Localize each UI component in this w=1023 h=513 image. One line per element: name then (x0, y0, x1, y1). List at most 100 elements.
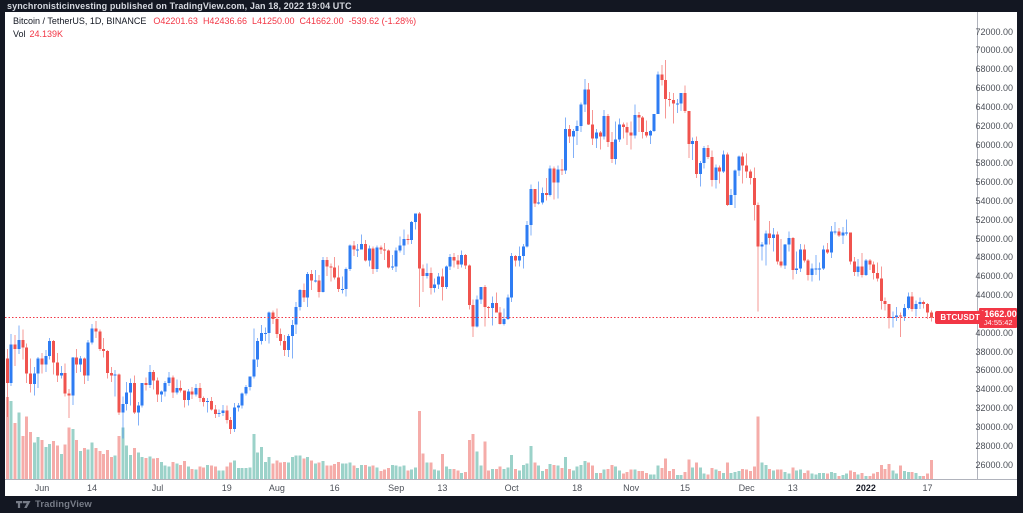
candle-body (710, 157, 714, 180)
volume-bar (82, 447, 86, 479)
candle-wick (630, 121, 632, 150)
symbol-title[interactable]: Bitcoin / TetherUS, 1D, BINANCE (13, 16, 147, 26)
volume-bar (698, 467, 702, 479)
candle-body (306, 273, 310, 298)
price-axis-label: 66000.00 (975, 83, 1013, 93)
candle-wick (645, 120, 647, 138)
candle-wick (884, 297, 886, 311)
volume-bar (98, 450, 102, 479)
price-axis-label: 46000.00 (975, 271, 1013, 282)
volume-bar (132, 447, 136, 479)
candle-body (902, 307, 906, 317)
volume-bar (17, 412, 21, 479)
volume-bar (279, 462, 283, 479)
tradingview-brand-text: TradingView (35, 499, 92, 510)
candle-body (440, 276, 444, 288)
price-axis-label: 36000.00 (975, 365, 1013, 376)
volume-bar (706, 474, 710, 479)
bar-countdown: 04:55:42 (983, 318, 1013, 327)
candle-body (179, 387, 183, 391)
volume-bar (494, 468, 498, 479)
volume-bar (75, 440, 79, 479)
candle-body (814, 268, 818, 270)
candlestick-chart[interactable] (5, 12, 977, 479)
candle-wick (765, 230, 767, 266)
volume-bar (575, 466, 579, 479)
candle-wick (291, 320, 293, 359)
volume-bar (156, 457, 159, 479)
candle-body (360, 243, 364, 250)
volume-bar (375, 467, 379, 479)
candle-body (363, 243, 367, 261)
volume-bar (21, 436, 25, 479)
candle-body (209, 400, 213, 410)
candle-wick (769, 221, 771, 245)
volume-bar (152, 458, 156, 479)
candle-body (837, 231, 841, 236)
candle-body (772, 234, 775, 239)
price-axis-label: 56000.00 (975, 177, 1013, 188)
volume-bar (525, 463, 529, 479)
volume-bar (286, 462, 290, 479)
candle-body (206, 400, 210, 402)
volume-bar (471, 433, 475, 479)
candle-wick (6, 349, 8, 417)
volume-bar (387, 468, 390, 479)
price-axis[interactable]: 41662.00 04:55:42 72000.00 70000.00 68000.… (975, 12, 1017, 479)
volume-bar (298, 455, 302, 479)
tradingview-footer[interactable]: TradingView (16, 499, 92, 510)
price-axis-label: 30000.00 (975, 421, 1013, 432)
candle-wick (719, 165, 721, 184)
candle-body (9, 344, 13, 384)
price-axis-label: 34000.00 (975, 384, 1013, 395)
volume-bar (895, 473, 899, 479)
candle-body (552, 168, 556, 183)
candle-wick (380, 245, 382, 255)
candle-wick (815, 255, 817, 275)
candle-body (802, 249, 806, 261)
candle-body (621, 124, 625, 128)
candle-body (872, 264, 876, 273)
volume-bar (641, 471, 645, 479)
candle-body (506, 297, 510, 320)
candle-body (791, 238, 795, 271)
candle-body (398, 245, 402, 251)
ohlc-change: -539.62 (-1.28%) (348, 16, 417, 26)
volume-bar (394, 465, 398, 479)
volume-bar (121, 427, 125, 479)
candle-wick (253, 328, 255, 379)
candle-body (575, 126, 579, 131)
candle-body (517, 256, 521, 261)
candle-body (548, 168, 552, 195)
candle-body (637, 114, 641, 118)
volume-bar (541, 471, 544, 479)
candle-body (379, 247, 383, 250)
volume-bar (63, 444, 67, 479)
candle-body (567, 128, 571, 137)
volume-bar (117, 436, 121, 479)
candle-wick (207, 398, 209, 413)
candle-body (44, 355, 48, 365)
price-axis-label: 60000.00 (975, 139, 1013, 150)
candle-wick (834, 222, 836, 235)
volume-label: Vol (13, 29, 26, 39)
candle-body (875, 272, 879, 279)
volume-bar (444, 466, 448, 479)
legend-row-symbol: Bitcoin / TetherUS, 1D, BINANCE O42201.63… (13, 15, 421, 27)
volume-bar (179, 464, 183, 479)
candle-body (313, 280, 317, 282)
volume-bar (606, 468, 610, 479)
ohlc-low: L41250.00 (251, 16, 295, 26)
volume-bar (340, 463, 344, 479)
candle-wick (330, 263, 332, 282)
candle-body (825, 249, 829, 253)
time-axis-label: 2022 (855, 483, 876, 493)
candle-body (221, 410, 225, 414)
candle-body (852, 261, 856, 273)
volume-bar (644, 472, 648, 479)
time-axis[interactable]: Jun 14 Jul 19 Aug 16 Sep 13 Oct 18 Nov 15 Dec 13 2022 1… (5, 479, 1017, 496)
volume-bar (629, 469, 633, 479)
volume-bar (564, 457, 568, 479)
candle-body (263, 333, 267, 335)
candle-body (718, 167, 722, 172)
